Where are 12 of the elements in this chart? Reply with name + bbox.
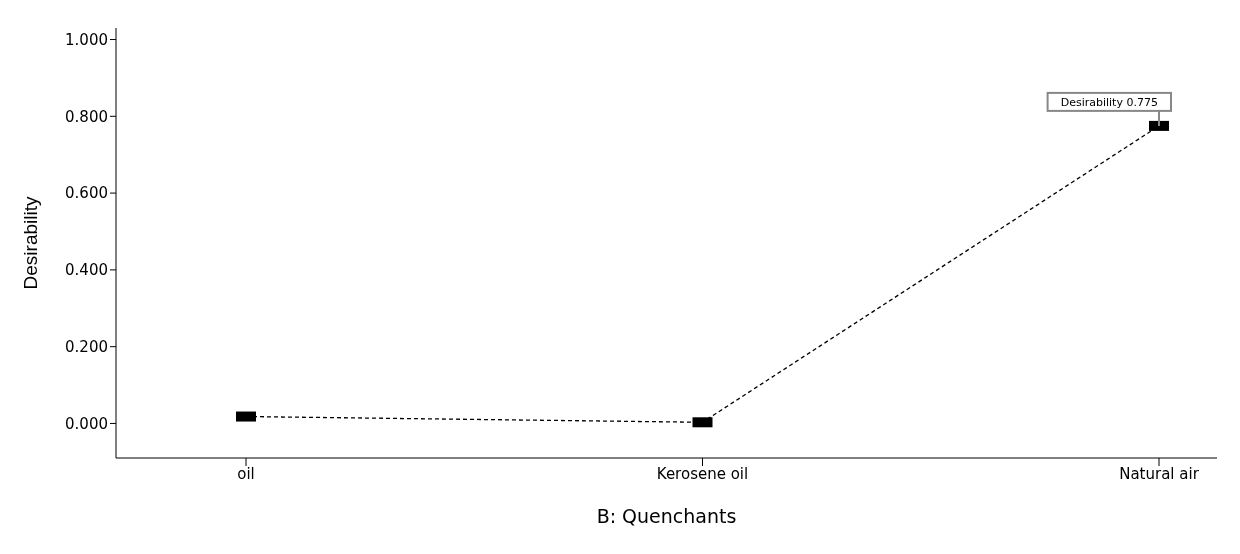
x-tick-label: Kerosene oil <box>656 464 749 483</box>
annotation: Desirability 0.775 <box>1060 95 1158 109</box>
x-axis-title: B: Quenchants <box>596 505 737 527</box>
x-tick-label: oil <box>237 464 255 483</box>
y-tick-label: 0.600 <box>65 184 108 203</box>
y-tick-label: 0.400 <box>65 261 108 280</box>
y-axis-title: Desirability <box>19 196 41 290</box>
y-tick-label: 0.200 <box>65 337 108 356</box>
y-tick-label: 0.000 <box>65 414 108 433</box>
y-tick-label: 0.800 <box>65 107 108 126</box>
y-tick-label: 1.000 <box>65 30 108 49</box>
x-tick-label: Natural air <box>1119 464 1200 483</box>
